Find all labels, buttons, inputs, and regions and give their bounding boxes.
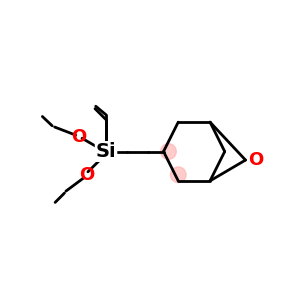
Circle shape bbox=[170, 167, 186, 183]
Text: O: O bbox=[71, 128, 87, 146]
Text: O: O bbox=[79, 166, 94, 184]
Circle shape bbox=[160, 144, 176, 159]
Text: O: O bbox=[248, 151, 264, 169]
Text: Si: Si bbox=[96, 142, 116, 161]
